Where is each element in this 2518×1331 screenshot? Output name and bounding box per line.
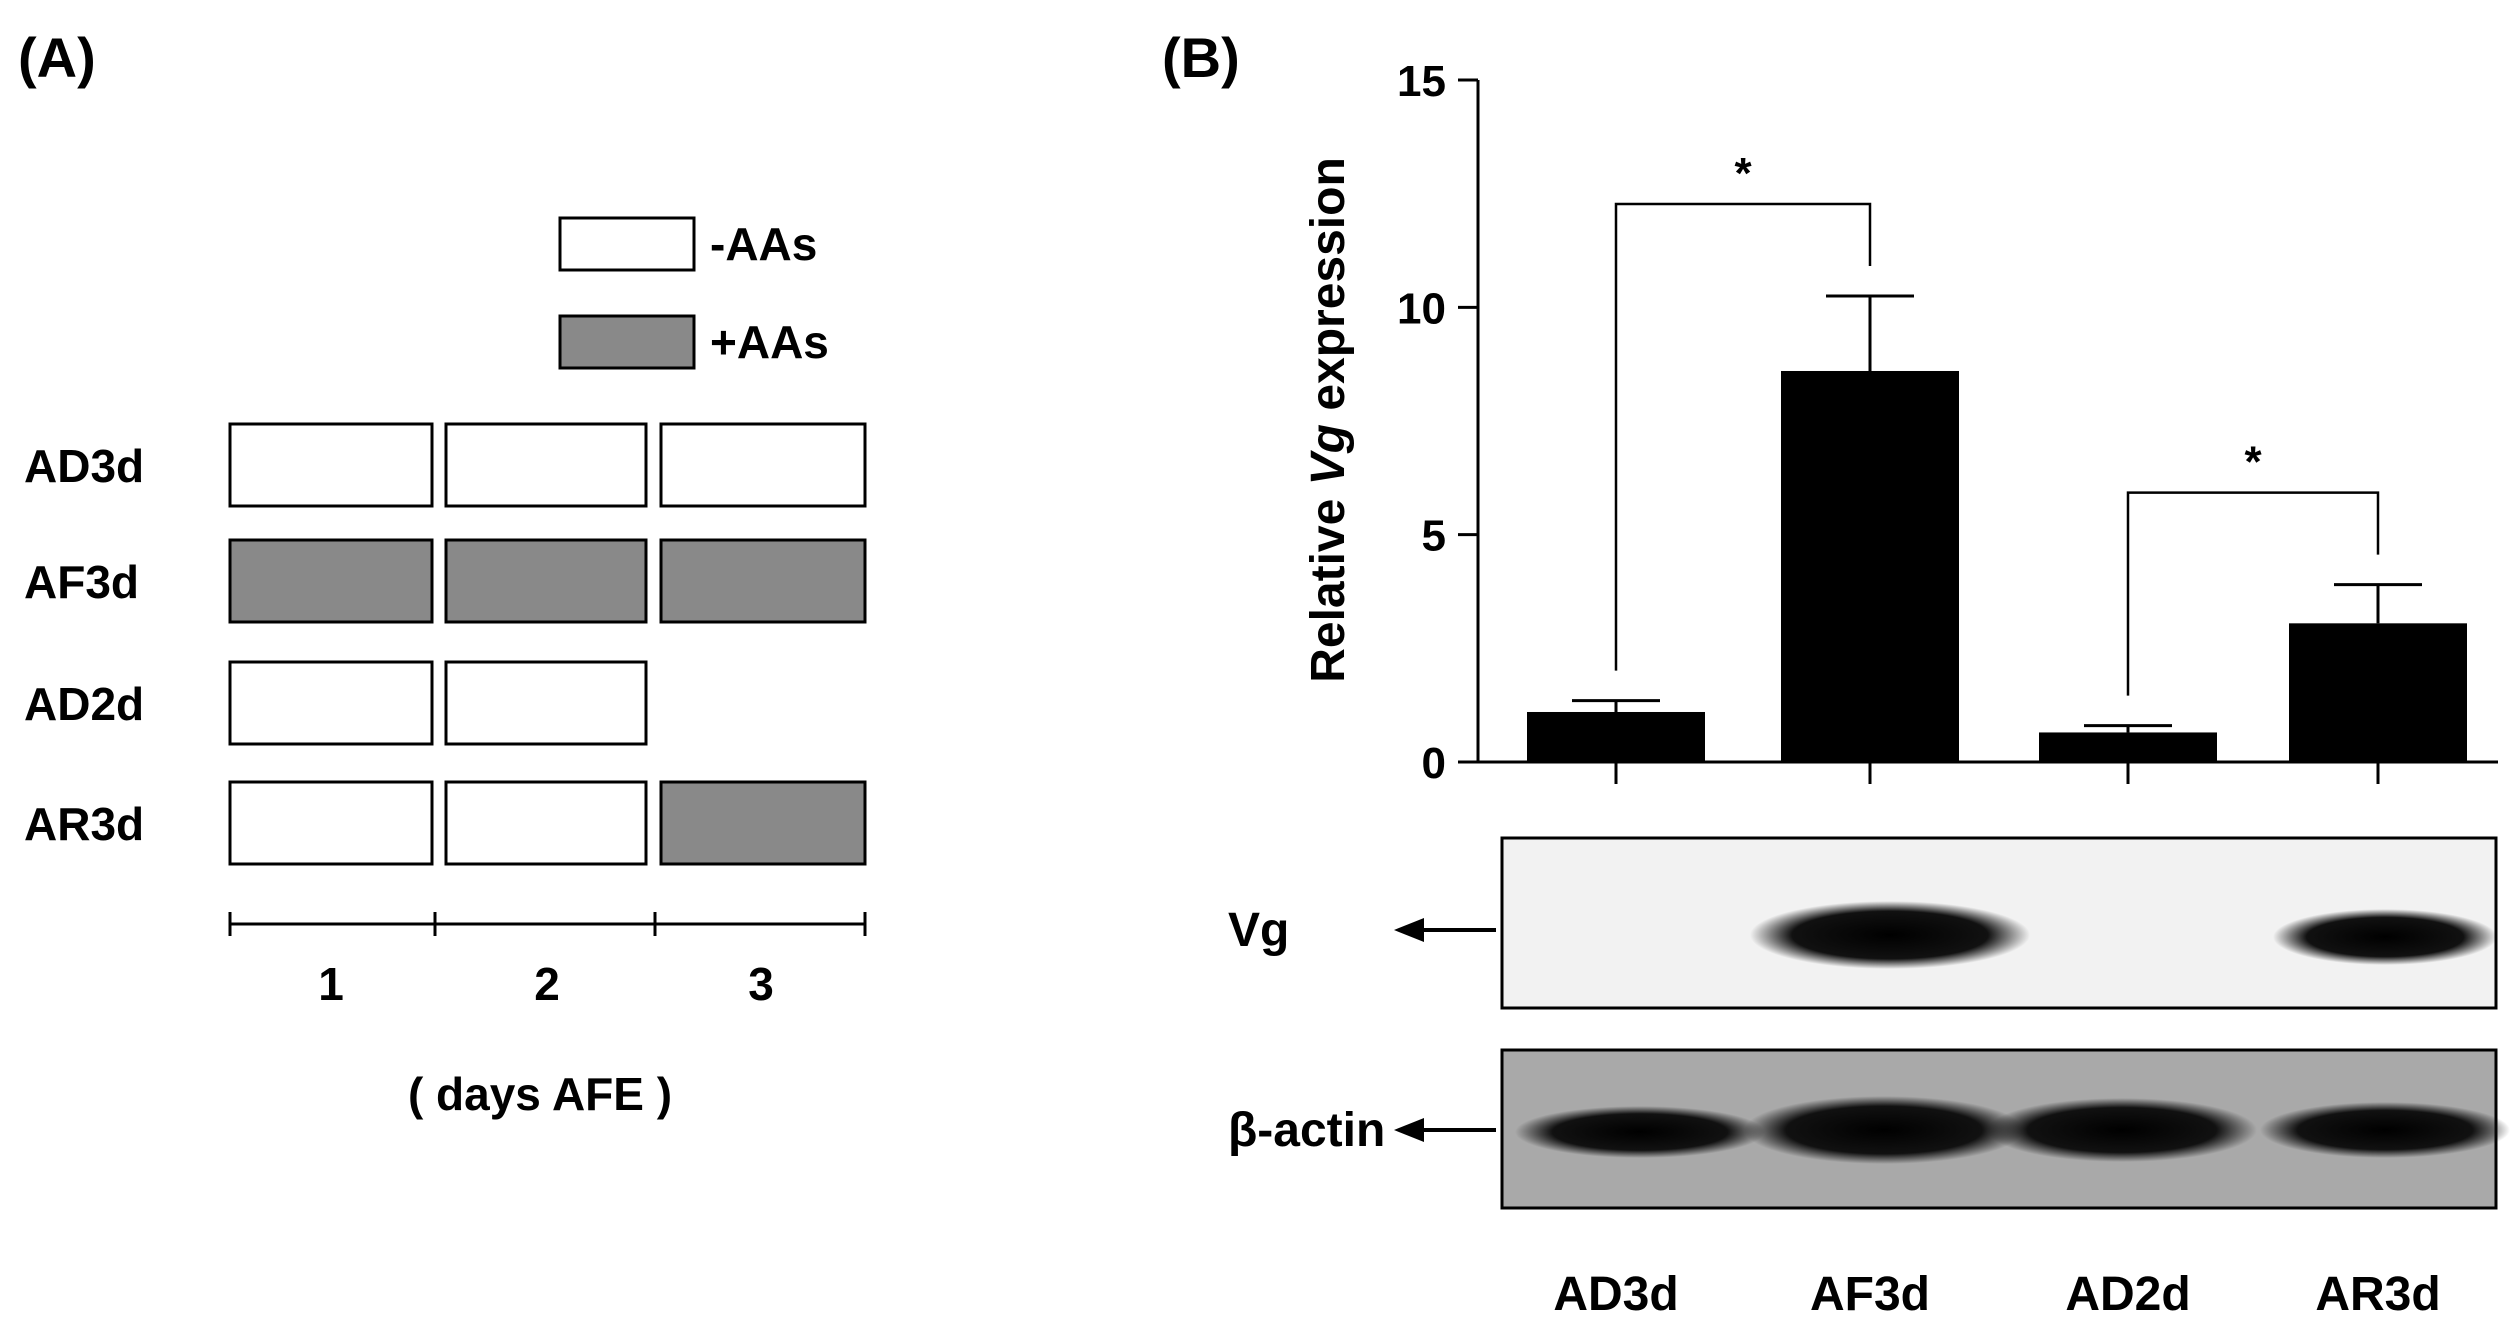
row-label-af3d: AF3d bbox=[24, 556, 139, 608]
lane-label-ad2d: AD2d bbox=[2065, 1268, 2190, 1321]
y-axis-title-gene: Vg bbox=[1302, 424, 1355, 485]
lane-label-ad3d: AD3d bbox=[1553, 1268, 1678, 1321]
row-label-ad3d: AD3d bbox=[24, 440, 144, 492]
vg-band-af3d bbox=[1750, 901, 2030, 969]
scheme-cell-af3d-day3 bbox=[659, 538, 867, 624]
legend-swatch-1 bbox=[558, 216, 696, 272]
lane-label-af3d: AF3d bbox=[1810, 1268, 1930, 1321]
day-tick-label-2: 2 bbox=[534, 958, 560, 1010]
actin-band-ad2d bbox=[1987, 1098, 2257, 1162]
scheme-cell-af3d-day1 bbox=[228, 538, 434, 624]
y-axis-title-prefix: Relative bbox=[1302, 485, 1355, 682]
actin-band-ad3d bbox=[1515, 1106, 1765, 1158]
blot-label-1: Vg bbox=[1228, 904, 1289, 957]
y-tick-label-10: 10 bbox=[1397, 284, 1446, 333]
panel-a-label: (A) bbox=[18, 26, 96, 89]
significance-label-1: * bbox=[1734, 149, 1752, 198]
lane-label-ar3d: AR3d bbox=[2315, 1268, 2440, 1321]
vg-band-ar3d bbox=[2273, 909, 2497, 965]
actin-band-ar3d bbox=[2260, 1102, 2510, 1158]
bar-ad2d bbox=[2039, 732, 2217, 762]
significance-bracket-2 bbox=[2126, 491, 2380, 696]
scheme-cell-af3d-day2 bbox=[444, 538, 648, 624]
scheme-cell-ad3d-day1 bbox=[228, 422, 434, 508]
blot-arrow-head-2 bbox=[1394, 1118, 1424, 1142]
significance-bracket-1 bbox=[1614, 202, 1872, 671]
actin-band-af3d bbox=[1744, 1096, 2024, 1164]
row-label-ar3d: AR3d bbox=[24, 798, 144, 850]
scheme-cell-ar3d-day3 bbox=[659, 780, 867, 866]
scheme-cell-ad2d-day1 bbox=[228, 660, 434, 746]
bar-ad3d bbox=[1527, 711, 1705, 762]
day-tick-label-1: 1 bbox=[318, 958, 344, 1010]
y-axis-title-suffix: expression bbox=[1302, 157, 1355, 424]
blot-label-2: β-actin bbox=[1228, 1104, 1385, 1157]
legend-label-2: +AAs bbox=[710, 316, 829, 368]
scheme-cell-ar3d-day2 bbox=[444, 780, 648, 866]
significance-label-2: * bbox=[2244, 438, 2262, 487]
row-label-ad2d: AD2d bbox=[24, 678, 144, 730]
bar-af3d bbox=[1781, 370, 1959, 762]
legend-label-1: -AAs bbox=[710, 218, 817, 270]
y-axis-title: Relative Vg expression bbox=[1302, 157, 1355, 683]
panel-b-label: (B) bbox=[1162, 26, 1240, 89]
scheme-cell-ar3d-day1 bbox=[228, 780, 434, 866]
scheme-cell-ad3d-day2 bbox=[444, 422, 648, 508]
y-tick-label-15: 15 bbox=[1397, 57, 1446, 106]
day-axis-title: ( days AFE ) bbox=[408, 1068, 672, 1120]
treatment-scheme: -AAs +AAs AD3d AF3d AD2d AR3d 1 2 3 ( days AFE ) bbox=[24, 216, 867, 1120]
panel-a: (A) -AAs +AAs AD3d AF3d AD2d AR3d 1 2 3 ( days AF… bbox=[0, 0, 900, 1331]
y-tick-label-5: 5 bbox=[1422, 512, 1446, 561]
day-tick-label-3: 3 bbox=[748, 958, 774, 1010]
scheme-cell-ad2d-day2 bbox=[444, 660, 648, 746]
y-tick-label-0: 0 bbox=[1422, 739, 1446, 788]
bar-ar3d bbox=[2289, 623, 2467, 762]
scheme-cell-ad3d-day3 bbox=[659, 422, 867, 508]
blot-arrow-head-1 bbox=[1394, 918, 1424, 942]
legend-swatch-2 bbox=[558, 314, 696, 370]
